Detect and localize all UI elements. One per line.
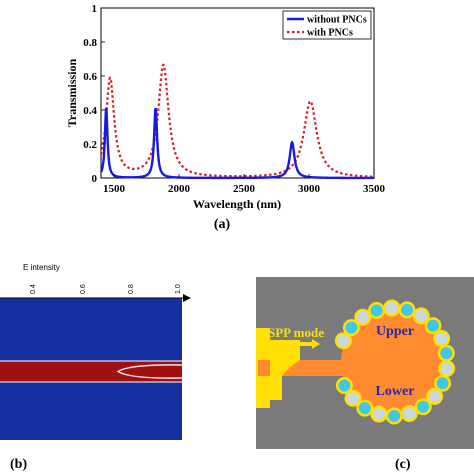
y-tick-label: 0.6	[83, 71, 97, 83]
legend-label-with-pncs: with PNCs	[307, 28, 353, 39]
colorbar-tick-label: 0.4	[30, 284, 37, 294]
colorbar-arrow	[183, 294, 191, 302]
particle-core	[401, 303, 413, 316]
y-tick-label: 0.4	[83, 105, 97, 117]
particle-core	[435, 332, 448, 345]
particle-core	[347, 392, 359, 405]
field-map-band	[0, 361, 182, 382]
x-tick-label: 3000	[298, 183, 321, 195]
y-axis-ticks: 0 0.2 0.4 0.6 0.8 1	[83, 3, 105, 185]
legend-box	[282, 10, 372, 40]
particle-core	[440, 362, 453, 375]
particle-core	[338, 379, 351, 392]
resonator-disk	[341, 310, 445, 414]
panel-a: 0 0.2 0.4 0.6 0.8 1 1500 2000 2500 3000 3500 Tran…	[65, 3, 386, 232]
waveguide-cavity	[270, 340, 300, 400]
legend: without PNCs with PNCs	[282, 10, 372, 40]
series-line-without-pncs	[99, 107, 374, 180]
upper-label: Upper	[376, 324, 414, 339]
colorbar-tick-label: 0.6	[80, 284, 87, 294]
panel-c-label: (c)	[395, 457, 411, 472]
panel-c: SPP mode Upper Lower (c)	[256, 277, 474, 472]
photonic-crystal-particles	[334, 299, 456, 425]
series-line-with-pncs	[99, 63, 375, 178]
particle-core	[388, 410, 401, 422]
y-tick-label: 0	[92, 173, 98, 185]
spp-arrow	[298, 339, 320, 349]
particle-core	[403, 407, 416, 420]
spp-mode-label: SPP mode	[268, 325, 324, 340]
particle-core	[345, 321, 358, 334]
x-tick-label: 3500	[363, 183, 386, 195]
y-axis-label: Transmission	[65, 58, 79, 127]
x-tick-label: 2000	[168, 183, 191, 195]
panel-b-label: (b)	[10, 457, 27, 472]
particle-core	[373, 408, 385, 421]
particle-core	[385, 302, 398, 314]
legend-label-without-pncs: without PNCs	[307, 15, 367, 26]
particle-core	[370, 304, 383, 317]
particle-core	[417, 400, 430, 413]
colorbar-tick-label: 1.0	[175, 284, 182, 294]
particle-core	[337, 334, 350, 347]
particle-core	[358, 402, 371, 415]
colorbar-ticks: 0.4 0.6 0.8 1.0	[30, 284, 182, 294]
panel-b-title: E intensity	[23, 263, 60, 272]
particle-core	[428, 390, 441, 403]
x-tick-label: 1500	[103, 183, 126, 195]
particle-core	[356, 311, 369, 324]
y-tick-label: 0.2	[83, 139, 97, 151]
particle-core	[440, 347, 453, 360]
panel-a-label: (a)	[214, 217, 231, 232]
y-tick-label: 1	[92, 3, 98, 15]
particle-core	[415, 309, 428, 322]
panel-b: E intensity 0.4 0.6 0.8 1.0 (b)	[0, 263, 191, 472]
particle-core	[436, 377, 449, 390]
field-lobe	[116, 364, 183, 379]
x-tick-label: 2500	[233, 183, 256, 195]
colorbar-tick-label: 0.8	[128, 284, 135, 294]
x-axis-ticks: 1500 2000 2500 3000 3500	[103, 174, 386, 195]
y-tick-label: 0.8	[83, 37, 97, 49]
lower-label: Lower	[376, 384, 415, 399]
x-axis-label: Wavelength (nm)	[193, 197, 281, 211]
particle-core	[427, 319, 439, 332]
